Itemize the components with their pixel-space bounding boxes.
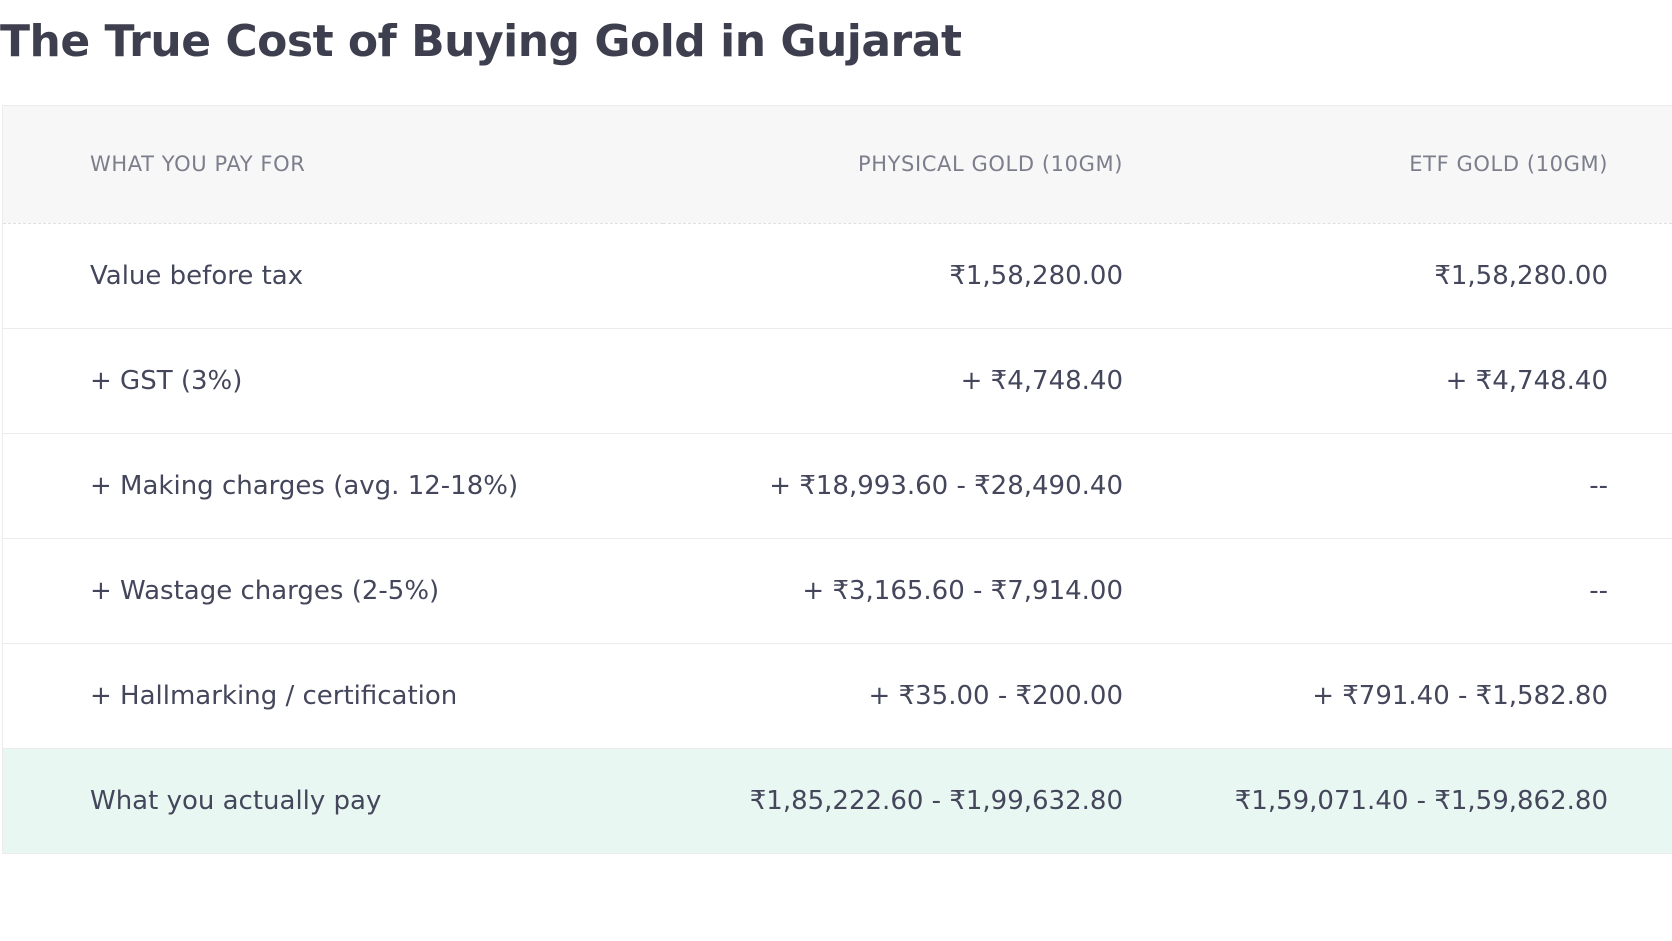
table-row: Value before tax ₹1,58,280.00 ₹1,58,280.… bbox=[3, 223, 1672, 328]
table-row: + Hallmarking / certification + ₹35.00 -… bbox=[3, 643, 1672, 748]
table-row: + Making charges (avg. 12-18%) + ₹18,993… bbox=[3, 433, 1672, 538]
row-physical-value: + ₹18,993.60 - ₹28,490.40 bbox=[769, 470, 1123, 501]
table-header-row: WHAT YOU PAY FOR PHYSICAL GOLD (10GM) ET… bbox=[3, 106, 1672, 223]
row-physical-value: ₹1,58,280.00 bbox=[949, 260, 1123, 291]
page-title: The True Cost of Buying Gold in Gujarat bbox=[0, 16, 962, 67]
table-row: + Wastage charges (2-5%) + ₹3,165.60 - ₹… bbox=[3, 538, 1672, 643]
row-label: + Making charges (avg. 12-18%) bbox=[90, 470, 519, 501]
row-label: + GST (3%) bbox=[90, 365, 243, 396]
row-label: + Wastage charges (2-5%) bbox=[90, 575, 440, 606]
header-physical-gold: PHYSICAL GOLD (10GM) bbox=[857, 152, 1123, 177]
row-label: + Hallmarking / certification bbox=[90, 680, 458, 711]
row-physical-value: + ₹35.00 - ₹200.00 bbox=[868, 680, 1123, 711]
total-etf-value: ₹1,59,071.40 - ₹1,59,862.80 bbox=[1234, 785, 1608, 816]
row-etf-value: -- bbox=[1589, 575, 1608, 606]
row-etf-value: -- bbox=[1589, 470, 1608, 501]
row-label: Value before tax bbox=[90, 260, 304, 291]
row-etf-value: + ₹791.40 - ₹1,582.80 bbox=[1312, 680, 1608, 711]
total-label: What you actually pay bbox=[90, 785, 382, 816]
row-physical-value: + ₹4,748.40 bbox=[960, 365, 1123, 396]
row-etf-value: + ₹4,748.40 bbox=[1445, 365, 1608, 396]
total-physical-value: ₹1,85,222.60 - ₹1,99,632.80 bbox=[749, 785, 1123, 816]
cost-comparison-table: WHAT YOU PAY FOR PHYSICAL GOLD (10GM) ET… bbox=[2, 105, 1672, 854]
header-what-you-pay-for: WHAT YOU PAY FOR bbox=[90, 152, 306, 177]
row-etf-value: ₹1,58,280.00 bbox=[1434, 260, 1608, 291]
row-physical-value: + ₹3,165.60 - ₹7,914.00 bbox=[802, 575, 1123, 606]
total-row: What you actually pay ₹1,85,222.60 - ₹1,… bbox=[3, 748, 1672, 853]
table-row: + GST (3%) + ₹4,748.40 + ₹4,748.40 bbox=[3, 328, 1672, 433]
header-etf-gold: ETF GOLD (10GM) bbox=[1409, 152, 1608, 177]
